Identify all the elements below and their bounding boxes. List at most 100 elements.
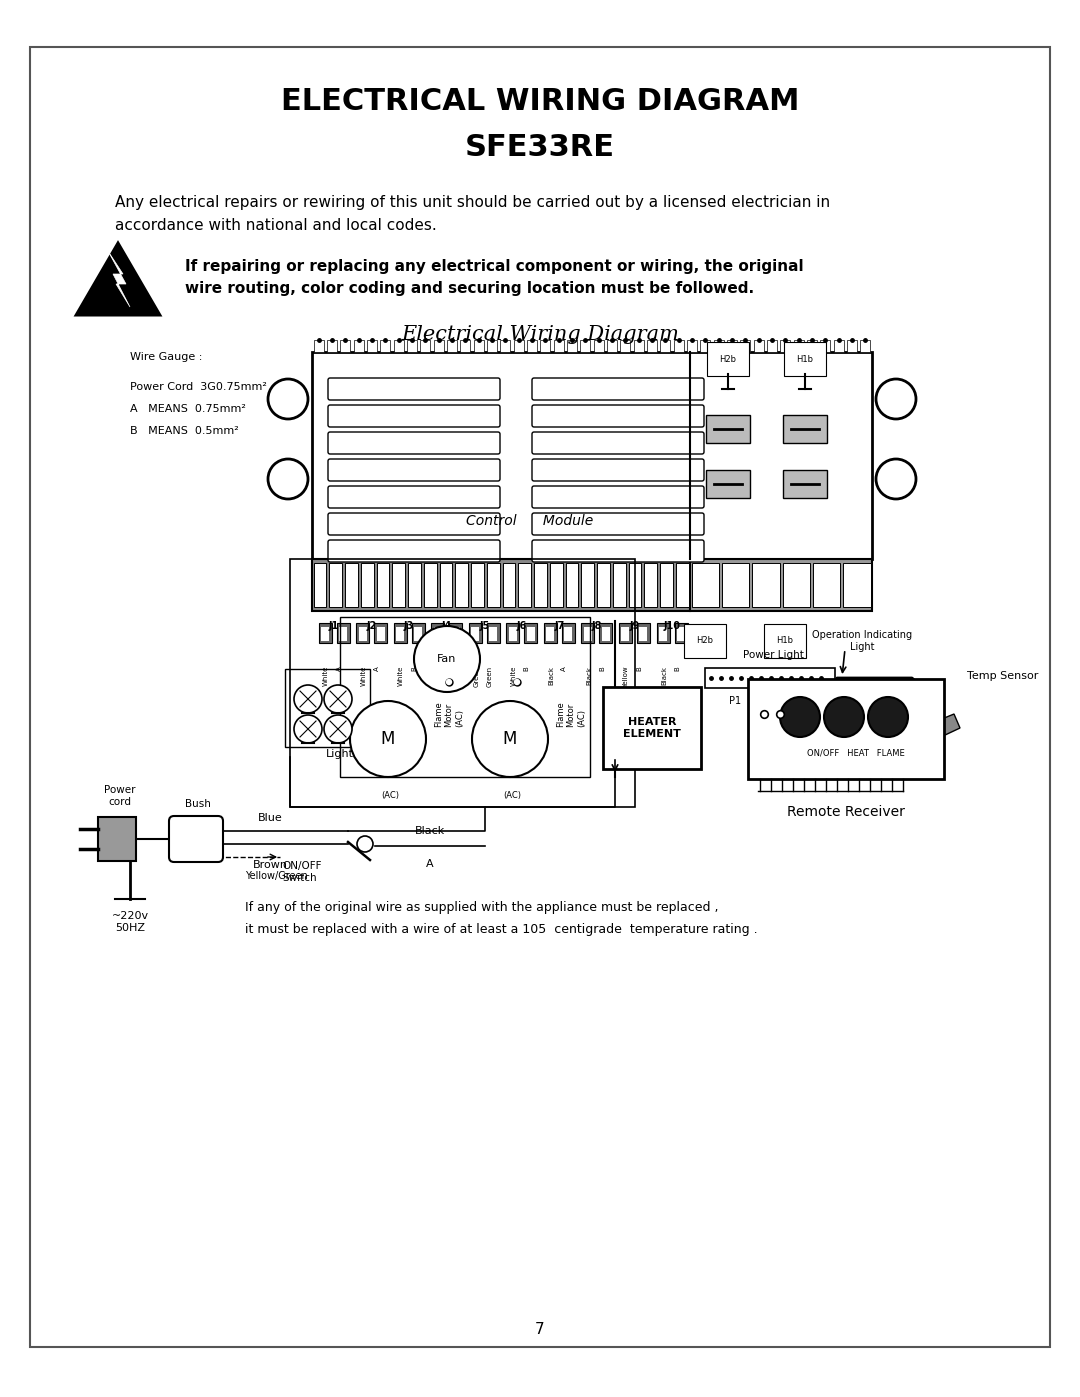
Text: Power Light: Power Light xyxy=(743,650,804,659)
Bar xyxy=(340,339,350,352)
Text: Light: Light xyxy=(326,749,354,759)
Bar xyxy=(502,563,515,608)
Bar xyxy=(440,563,453,608)
Bar xyxy=(834,339,843,352)
Circle shape xyxy=(324,685,352,712)
Circle shape xyxy=(446,679,451,685)
Text: Temp Sensor: Temp Sensor xyxy=(967,671,1038,680)
Bar xyxy=(471,563,484,608)
Text: Green: Green xyxy=(435,666,442,687)
FancyBboxPatch shape xyxy=(328,405,500,427)
Bar xyxy=(721,563,750,608)
Text: J4: J4 xyxy=(442,622,451,631)
Bar xyxy=(329,563,342,608)
Bar xyxy=(767,339,778,352)
Bar xyxy=(361,563,374,608)
Bar xyxy=(813,563,840,608)
Bar xyxy=(321,627,329,641)
Text: P1: P1 xyxy=(729,696,741,705)
Text: Fan: Fan xyxy=(437,654,457,664)
Bar xyxy=(847,339,858,352)
Bar xyxy=(367,339,377,352)
Text: accordance with national and local codes.: accordance with national and local codes… xyxy=(114,218,436,232)
Bar xyxy=(420,339,431,352)
Circle shape xyxy=(294,715,322,743)
Circle shape xyxy=(868,697,908,738)
Text: Black: Black xyxy=(620,715,630,742)
Bar xyxy=(584,627,592,641)
Bar xyxy=(675,623,688,643)
FancyBboxPatch shape xyxy=(532,379,704,400)
Bar xyxy=(313,339,324,352)
Bar xyxy=(527,627,535,641)
Bar xyxy=(562,623,575,643)
Bar xyxy=(449,623,462,643)
Text: Power Cord  3G0.75mm²: Power Cord 3G0.75mm² xyxy=(130,381,267,393)
Bar xyxy=(700,339,711,352)
Text: Black: Black xyxy=(415,826,445,835)
Bar xyxy=(807,339,818,352)
Bar xyxy=(374,623,387,643)
FancyBboxPatch shape xyxy=(328,379,500,400)
Text: Black: Black xyxy=(549,666,554,685)
Bar xyxy=(594,339,604,352)
FancyBboxPatch shape xyxy=(328,432,500,454)
Bar xyxy=(380,339,390,352)
Bar xyxy=(602,627,610,641)
Text: B: B xyxy=(599,666,605,671)
Bar xyxy=(411,623,424,643)
Polygon shape xyxy=(108,251,130,307)
Bar xyxy=(396,627,404,641)
Bar xyxy=(469,623,482,643)
Bar xyxy=(353,339,364,352)
Circle shape xyxy=(268,460,308,499)
Text: 7: 7 xyxy=(536,1322,544,1337)
Text: J10: J10 xyxy=(663,622,680,631)
Text: A: A xyxy=(374,666,379,671)
Text: White: White xyxy=(323,666,329,686)
Bar xyxy=(312,559,690,610)
Bar xyxy=(377,627,384,641)
Bar xyxy=(612,563,625,608)
Bar xyxy=(337,623,350,643)
Text: ON/OFF
Switch: ON/OFF Switch xyxy=(282,861,322,883)
Bar xyxy=(359,627,366,641)
FancyBboxPatch shape xyxy=(328,541,500,562)
Bar xyxy=(451,627,460,641)
Bar xyxy=(487,623,500,643)
Bar xyxy=(471,627,480,641)
Bar xyxy=(567,339,577,352)
Bar xyxy=(621,627,630,641)
Bar xyxy=(514,339,524,352)
Bar xyxy=(714,339,724,352)
Text: J3: J3 xyxy=(404,622,415,631)
Text: P2: P2 xyxy=(799,696,811,705)
Bar xyxy=(706,469,750,497)
Bar xyxy=(861,339,870,352)
Bar xyxy=(377,563,389,608)
Bar xyxy=(645,563,657,608)
Bar xyxy=(393,623,406,643)
Bar xyxy=(676,563,689,608)
Bar xyxy=(327,339,337,352)
Bar xyxy=(657,623,670,643)
Polygon shape xyxy=(937,714,960,736)
Circle shape xyxy=(780,697,820,738)
Bar xyxy=(447,339,457,352)
Text: Blue: Blue xyxy=(258,813,282,823)
Bar xyxy=(312,352,872,559)
Text: H2b: H2b xyxy=(719,355,737,363)
Text: J7: J7 xyxy=(554,622,565,631)
Text: Black: Black xyxy=(661,666,667,685)
Text: A: A xyxy=(336,666,342,671)
Text: Green: Green xyxy=(473,666,480,687)
Circle shape xyxy=(876,460,916,499)
Text: If any of the original wire as supplied with the appliance must be replaced ,: If any of the original wire as supplied … xyxy=(245,901,718,914)
Text: Wire Gauge :: Wire Gauge : xyxy=(130,352,202,362)
Bar xyxy=(474,339,484,352)
Text: B: B xyxy=(636,666,643,671)
Text: White: White xyxy=(361,666,366,686)
Bar xyxy=(565,627,572,641)
Bar xyxy=(691,563,719,608)
Bar xyxy=(637,623,650,643)
